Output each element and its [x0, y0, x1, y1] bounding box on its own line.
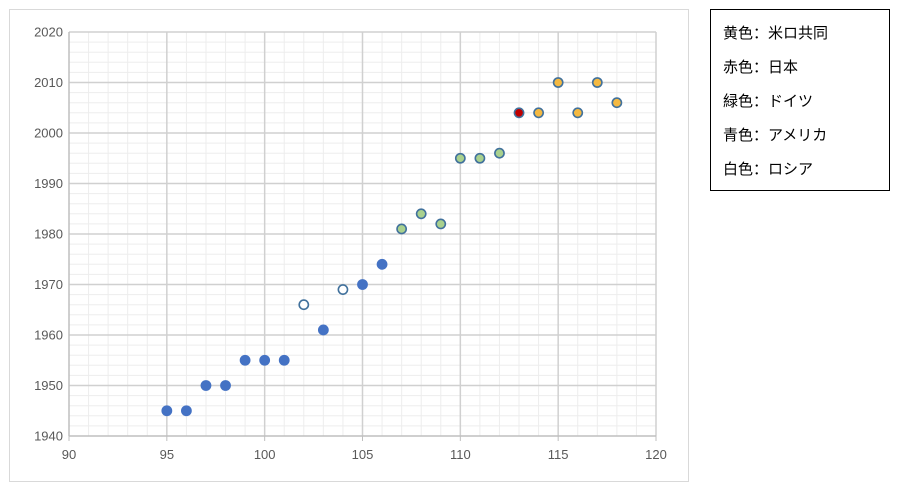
data-point-germany	[435, 218, 447, 230]
y-tick-label: 1960	[34, 328, 63, 343]
legend-item-japan: 赤色：日本	[723, 58, 799, 76]
data-point-usa	[180, 405, 192, 417]
data-point-germany	[454, 152, 466, 164]
data-point-us-uk	[591, 77, 603, 88]
y-tick-label: 2000	[34, 126, 63, 141]
data-point-us-uk	[552, 77, 564, 88]
x-tick-label: 90	[62, 447, 76, 462]
data-point-us-uk	[533, 107, 544, 119]
legend-item-us-russia: 黄色：米ロ共同	[723, 24, 829, 42]
data-point-usa	[200, 380, 212, 391]
x-tick-label: 100	[254, 447, 276, 462]
y-tick-label: 1970	[34, 277, 63, 292]
legend: 黄色：米ロ共同 赤色：日本 緑色：ドイツ 青色：アメリカ 白色：ロシア	[710, 9, 890, 191]
legend-item-russia: 白色：ロシア	[723, 160, 814, 178]
legend-item-germany: 緑色：ドイツ	[723, 92, 814, 110]
data-point-germany	[415, 208, 427, 220]
major-gridlines	[69, 31, 657, 436]
x-tick-label: 110	[450, 447, 471, 462]
data-point-usa	[239, 354, 251, 366]
chart-area: 1940 1950 1960 1970 1980 1990 2000 2010 2020 90 9…	[9, 9, 689, 482]
data-point-us-uk	[611, 97, 623, 109]
data-point-germany	[396, 223, 408, 235]
x-tick-label: 120	[645, 447, 667, 462]
data-point-germany	[474, 152, 486, 164]
data-point-usa	[376, 258, 388, 270]
data-point-russia	[337, 284, 349, 295]
data-point-usa	[220, 380, 231, 391]
axis-lines	[68, 32, 657, 441]
data-point-usa	[357, 279, 368, 290]
y-tick-label: 1950	[34, 378, 63, 393]
y-tick-label: 2020	[34, 25, 63, 40]
x-axis-tick-labels: 90 95 100 105 110 115 120	[62, 447, 667, 462]
data-point-russia	[298, 299, 310, 311]
y-tick-label: 1990	[34, 176, 63, 191]
data-points	[161, 77, 623, 417]
y-tick-label: 1980	[34, 227, 63, 242]
data-point-usa	[259, 354, 271, 366]
y-tick-label: 2010	[34, 75, 63, 90]
x-tick-label: 115	[548, 447, 569, 462]
data-point-usa	[278, 354, 290, 366]
legend-item-usa: 青色：アメリカ	[723, 126, 828, 144]
x-tick-label: 105	[352, 447, 374, 462]
x-tick-label: 95	[160, 447, 174, 462]
y-axis-tick-labels: 1940 1950 1960 1970 1980 1990 2000 2010 2020	[34, 25, 63, 444]
data-point-japan	[513, 107, 525, 119]
data-point-germany	[494, 147, 505, 159]
data-point-us-uk	[572, 107, 584, 119]
y-tick-label: 1940	[34, 429, 63, 444]
data-point-usa	[317, 324, 329, 336]
data-point-usa	[161, 405, 173, 417]
